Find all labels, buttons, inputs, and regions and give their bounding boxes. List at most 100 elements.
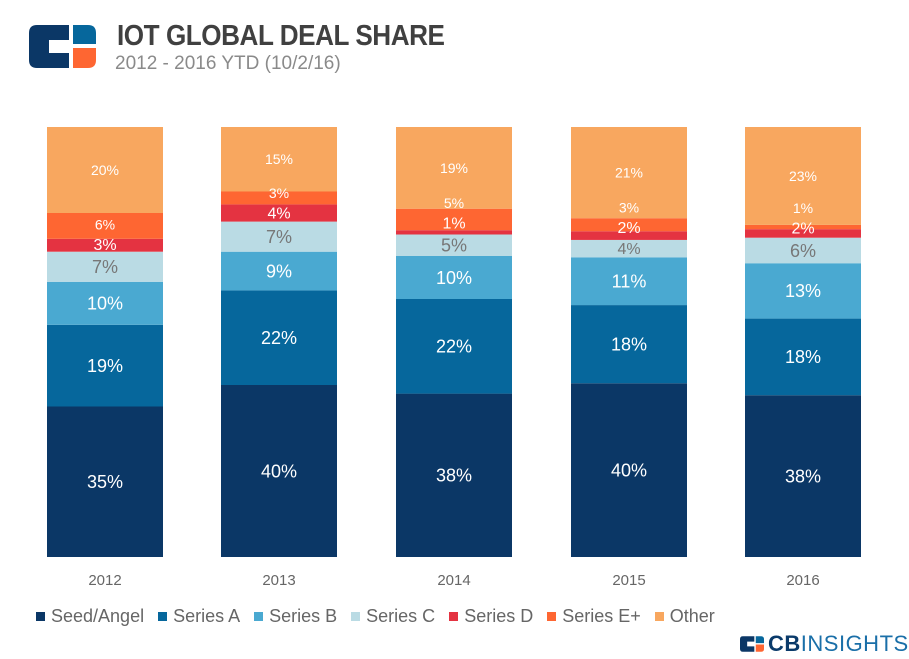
data-label: 3% bbox=[619, 199, 639, 215]
data-label: 6% bbox=[790, 241, 816, 261]
cb-insights-logo-icon bbox=[29, 25, 96, 68]
legend-swatch bbox=[254, 611, 264, 621]
bar-segment-series-b-2016 bbox=[745, 263, 861, 319]
bar-segment-seed-angel-2015 bbox=[571, 383, 687, 557]
brand-rest: INSIGHTS bbox=[800, 631, 909, 656]
bar-segment-series-d-2016 bbox=[745, 229, 861, 238]
data-label: 2% bbox=[791, 221, 814, 238]
bar-segment-series-e--2012 bbox=[47, 213, 163, 239]
data-label: 18% bbox=[785, 347, 821, 367]
bar-segment-seed-angel-2014 bbox=[396, 393, 512, 557]
data-label: 19% bbox=[440, 160, 468, 176]
brand-strong: CB bbox=[768, 631, 801, 656]
legend-swatch bbox=[654, 611, 664, 621]
bar-segment-series-a-2013 bbox=[221, 290, 337, 385]
data-label: 6% bbox=[95, 216, 115, 232]
data-label: 10% bbox=[87, 294, 123, 314]
bar-segment-other-2014 bbox=[396, 127, 512, 209]
x-tick-label: 2013 bbox=[262, 572, 295, 589]
data-label: 11% bbox=[612, 271, 647, 291]
chart-subtitle: 2012 - 2016 YTD (10/2/16) bbox=[115, 53, 341, 74]
bar-segment-other-2015 bbox=[571, 127, 687, 219]
data-label: 40% bbox=[611, 460, 647, 480]
bar-segment-series-b-2014 bbox=[396, 256, 512, 299]
x-tick-label: 2015 bbox=[612, 572, 645, 589]
bar-segment-series-c-2012 bbox=[47, 251, 163, 282]
data-label: 3% bbox=[93, 237, 116, 254]
legend-label: Series D bbox=[464, 606, 534, 626]
data-label: 5% bbox=[441, 236, 467, 256]
bar-segment-other-2016 bbox=[745, 127, 861, 225]
legend-label: Series C bbox=[366, 606, 436, 626]
data-label: 2% bbox=[617, 220, 640, 237]
bar-segment-series-e--2016 bbox=[745, 224, 861, 230]
bar-segment-seed-angel-2012 bbox=[47, 406, 163, 557]
bar-segment-seed-angel-2013 bbox=[221, 385, 337, 557]
data-label: 15% bbox=[265, 151, 293, 167]
bar-segment-seed-angel-2016 bbox=[745, 395, 861, 557]
data-label: 23% bbox=[789, 168, 817, 184]
legend-swatch bbox=[36, 611, 45, 621]
cb-insights-logo-icon bbox=[740, 636, 764, 652]
bar-segment-series-a-2014 bbox=[396, 299, 512, 394]
bar-segment-series-d-2013 bbox=[221, 204, 337, 222]
bar-segment-series-d-2015 bbox=[571, 231, 687, 240]
legend-item: Series C bbox=[351, 606, 435, 626]
data-label: 3% bbox=[269, 185, 289, 201]
legend: Seed/Angel Series A Series B Series C Series… bbox=[36, 606, 729, 626]
data-label: 20% bbox=[91, 162, 119, 178]
data-label: 5% bbox=[444, 195, 464, 211]
bar-segment-other-2012 bbox=[47, 127, 163, 213]
data-label: 38% bbox=[785, 466, 821, 486]
bar-segment-series-e--2013 bbox=[221, 191, 337, 205]
bar-segment-series-a-2015 bbox=[571, 305, 687, 384]
legend-label: Series B bbox=[269, 606, 338, 626]
bar-segment-series-e--2015 bbox=[571, 218, 687, 232]
data-label: 22% bbox=[261, 328, 297, 348]
data-label: 1% bbox=[442, 215, 465, 232]
legend-item: Series A bbox=[158, 606, 240, 626]
legend-item: Series B bbox=[254, 606, 337, 626]
chart-title: IOT GLOBAL DEAL SHARE bbox=[117, 20, 445, 52]
data-label: 40% bbox=[261, 461, 297, 481]
brand-footer: CBINSIGHTS bbox=[740, 632, 909, 656]
legend-item: Seed/Angel bbox=[36, 606, 144, 626]
data-label: 21% bbox=[615, 165, 643, 181]
bar-segment-series-d-2014 bbox=[396, 230, 512, 235]
data-label: 22% bbox=[436, 337, 472, 357]
bar-segment-series-a-2012 bbox=[47, 324, 163, 407]
bar-segment-series-c-2016 bbox=[745, 237, 861, 264]
data-label: 7% bbox=[266, 227, 292, 247]
legend-label: Other bbox=[669, 606, 715, 626]
legend-label: Seed/Angel bbox=[51, 606, 145, 626]
brand-wordmark: CBINSIGHTS bbox=[768, 632, 909, 656]
bar-segment-series-a-2016 bbox=[745, 318, 861, 396]
x-tick-label: 2014 bbox=[437, 572, 470, 589]
bar-segment-series-e--2014 bbox=[396, 208, 512, 231]
bar-segment-other-2013 bbox=[221, 127, 337, 192]
data-label: 19% bbox=[87, 356, 123, 376]
bar-segment-series-c-2015 bbox=[571, 239, 687, 258]
data-label: 4% bbox=[617, 241, 640, 258]
bar-segment-series-c-2014 bbox=[396, 234, 512, 256]
data-label: 4% bbox=[267, 206, 290, 223]
legend-label: Series E+ bbox=[562, 606, 641, 626]
bar-segment-series-c-2013 bbox=[221, 221, 337, 252]
x-tick-label: 2016 bbox=[786, 572, 819, 589]
legend-item: Series D bbox=[449, 606, 533, 626]
bar-segment-series-d-2012 bbox=[47, 238, 163, 252]
bar-segment-series-b-2015 bbox=[571, 257, 687, 306]
data-label: 7% bbox=[92, 257, 118, 277]
data-label: 35% bbox=[87, 472, 123, 492]
data-label: 18% bbox=[611, 334, 647, 354]
data-label: 1% bbox=[793, 200, 813, 216]
legend-item: Series E+ bbox=[547, 606, 641, 626]
legend-swatch bbox=[158, 611, 168, 621]
legend-label: Series A bbox=[173, 606, 241, 626]
data-label: 9% bbox=[266, 261, 292, 281]
bar-segment-series-b-2012 bbox=[47, 281, 163, 325]
legend-swatch bbox=[547, 611, 557, 621]
legend-item: Other bbox=[654, 606, 715, 626]
